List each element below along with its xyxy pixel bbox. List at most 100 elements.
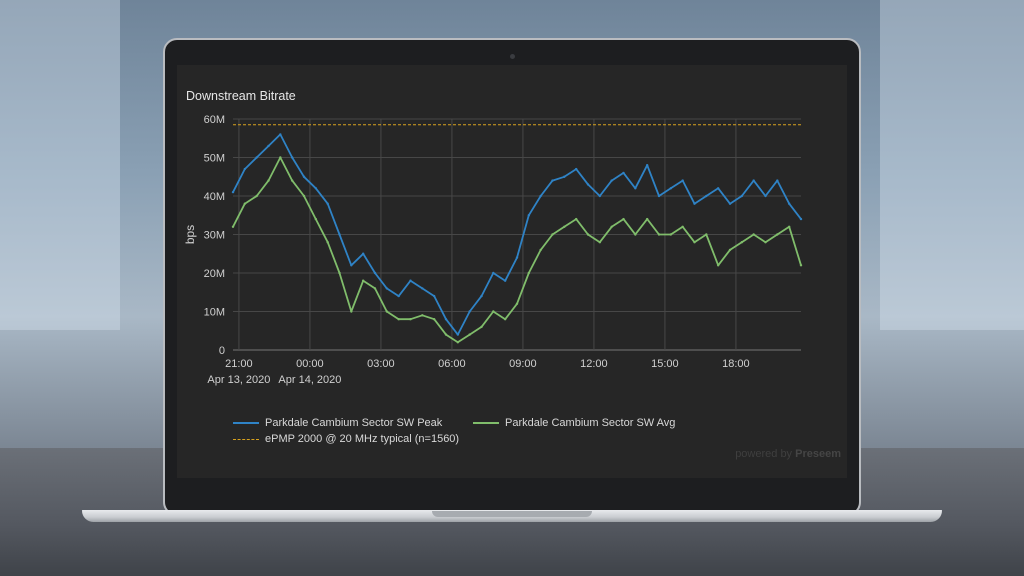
data-point-peak (432, 294, 436, 298)
data-point-peak (669, 187, 673, 190)
data-point-peak (409, 279, 412, 282)
legend-item-avg[interactable]: Parkdale Cambium Sector SW Avg (473, 417, 675, 429)
data-point-peak (586, 183, 590, 186)
powered-by-prefix: powered by (735, 448, 793, 460)
data-point-peak (361, 252, 365, 255)
data-point-peak (728, 202, 732, 205)
legend-label-avg: Parkdale Cambium Sector SW Avg (505, 417, 676, 429)
laptop-bottom-bezel (177, 478, 847, 504)
x-tick-label: 15:00 (651, 358, 679, 370)
data-point-avg (361, 279, 365, 282)
data-point-peak (681, 179, 684, 182)
data-point-peak (397, 294, 400, 298)
x-tick-sublabel: Apr 13, 2020 (207, 374, 270, 386)
x-tick-label: 03:00 (367, 358, 395, 370)
data-point-avg (693, 241, 696, 244)
data-point-avg (705, 233, 708, 236)
data-point-peak (705, 194, 708, 198)
data-point-avg (610, 225, 613, 228)
data-point-avg (314, 217, 318, 221)
data-point-avg (468, 333, 471, 336)
x-tick-sublabel: Apr 14, 2020 (278, 374, 341, 386)
data-point-peak (799, 217, 803, 221)
data-point-avg (669, 233, 673, 236)
background-window-left (0, 0, 120, 330)
data-point-peak (456, 333, 460, 336)
powered-by-credit: powered by Preseem (735, 448, 841, 460)
data-point-avg (563, 225, 566, 228)
data-point-peak (255, 156, 258, 159)
data-point-peak (480, 294, 483, 298)
data-point-avg (255, 194, 258, 198)
data-point-peak (314, 187, 318, 190)
data-point-avg (776, 233, 779, 236)
data-point-avg (752, 233, 755, 236)
data-point-avg (409, 318, 412, 321)
y-tick-label: 60M (204, 114, 225, 126)
data-point-peak (574, 167, 578, 171)
data-point-avg (574, 217, 578, 221)
data-point-peak (231, 190, 235, 194)
data-point-peak (290, 156, 294, 159)
data-point-avg (515, 302, 519, 305)
data-point-peak (716, 187, 720, 190)
data-point-avg (527, 271, 531, 275)
data-point-avg (492, 310, 495, 313)
data-point-avg (267, 179, 270, 182)
data-point-avg (421, 314, 424, 317)
data-point-peak (267, 144, 270, 148)
data-point-avg (231, 225, 235, 228)
data-point-peak (752, 179, 755, 182)
data-point-avg (350, 310, 353, 313)
laptop-notch (432, 511, 592, 517)
data-point-avg (586, 233, 590, 236)
chart-screen: Downstream Bitrate 0 10M 20M 30M 40M 50M 60M 21… (177, 65, 847, 478)
legend-label-peak: Parkdale Cambium Sector SW Peak (265, 417, 443, 429)
data-point-avg (279, 156, 282, 159)
legend-label-reference: ePMP 2000 @ 20 MHz typical (n=1560) (265, 433, 460, 445)
y-axis-label: bps (183, 225, 197, 244)
data-point-avg (551, 233, 554, 236)
data-point-peak (279, 133, 282, 136)
data-point-avg (444, 333, 448, 336)
data-point-peak (787, 202, 791, 205)
y-tick-label: 40M (204, 191, 225, 203)
data-point-peak (634, 187, 637, 190)
y-tick-label: 50M (204, 153, 225, 165)
data-point-peak (610, 179, 613, 182)
data-point-avg (397, 318, 400, 321)
data-point-peak (551, 179, 554, 182)
data-point-avg (681, 225, 684, 228)
data-point-peak (373, 271, 377, 275)
legend-item-reference[interactable]: ePMP 2000 @ 20 MHz typical (n=1560) (233, 433, 459, 445)
data-point-avg (338, 271, 341, 275)
legend-swatch-reference (233, 438, 259, 440)
data-point-avg (716, 264, 720, 267)
legend-swatch-peak (233, 422, 259, 424)
data-point-peak (740, 194, 744, 198)
data-point-peak (527, 214, 531, 217)
data-point-avg (787, 225, 791, 228)
data-point-peak (326, 202, 329, 205)
data-point-peak (350, 264, 353, 267)
data-point-avg (373, 287, 377, 290)
data-point-avg (539, 248, 542, 252)
data-point-peak (764, 194, 767, 198)
data-point-avg (290, 179, 294, 182)
data-point-peak (503, 279, 507, 282)
data-point-avg (456, 341, 460, 344)
legend-item-peak[interactable]: Parkdale Cambium Sector SW Peak (233, 417, 442, 429)
x-tick-label: 12:00 (580, 358, 608, 370)
data-point-peak (657, 194, 661, 198)
background-window-right (880, 0, 1024, 330)
series-line-avg (232, 156, 802, 344)
data-point-peak (338, 233, 341, 236)
data-point-peak (243, 167, 247, 171)
data-point-avg (622, 217, 625, 221)
data-point-avg (480, 325, 483, 329)
data-point-avg (302, 194, 306, 198)
data-point-avg (503, 318, 507, 321)
camera-icon (510, 54, 515, 59)
data-point-peak (421, 287, 424, 290)
data-point-avg (432, 318, 436, 321)
